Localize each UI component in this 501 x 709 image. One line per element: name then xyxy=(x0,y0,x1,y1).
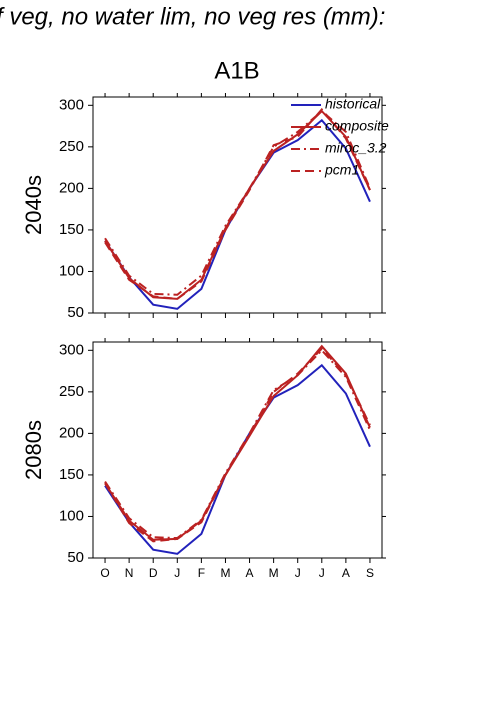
x-tick-label: S xyxy=(366,566,374,580)
y-tick-label: 150 xyxy=(59,221,84,238)
y-tick-label: 150 xyxy=(59,466,84,483)
y-tick-label: 250 xyxy=(59,383,84,400)
x-tick-label: M xyxy=(220,566,230,580)
x-tick-label: O xyxy=(100,566,109,580)
plot-frame xyxy=(92,341,383,559)
figure-title: f veg, no water lim, no veg res (mm): xyxy=(0,3,385,30)
x-tick-label: D xyxy=(149,566,158,580)
legend-label: historical xyxy=(325,96,381,112)
legend-label: composite xyxy=(325,118,389,134)
x-tick-label: M xyxy=(269,566,279,580)
series-line xyxy=(104,348,371,540)
x-tick-label: A xyxy=(342,566,350,580)
y-tick-label: 300 xyxy=(59,96,84,113)
x-tick-label: J xyxy=(319,566,325,580)
legend-label: miroc_3.2 xyxy=(325,140,387,156)
x-tick-label: A xyxy=(246,566,254,580)
series-line xyxy=(104,344,371,541)
y-tick-label: 250 xyxy=(59,138,84,155)
x-tick-label: J xyxy=(295,566,301,580)
y-tick-label: 50 xyxy=(67,304,84,321)
y-tick-label: 100 xyxy=(59,262,84,279)
x-tick-label: N xyxy=(125,566,134,580)
series-line xyxy=(104,363,371,555)
y-axis-label: 2040s xyxy=(21,175,46,235)
legend-label: pcm1 xyxy=(324,162,359,178)
y-tick-label: 50 xyxy=(67,549,84,566)
series-line xyxy=(104,109,371,296)
series-line xyxy=(104,347,371,543)
y-tick-label: 200 xyxy=(59,179,84,196)
y-tick-label: 300 xyxy=(59,341,84,358)
y-tick-label: 100 xyxy=(59,507,84,524)
plot-frame xyxy=(92,96,383,314)
x-tick-label: F xyxy=(198,566,205,580)
x-tick-label: J xyxy=(174,566,180,580)
y-tick-label: 200 xyxy=(59,424,84,441)
series-line xyxy=(104,107,371,300)
panel-title: A1B xyxy=(214,57,259,84)
y-axis-label: 2080s xyxy=(21,420,46,480)
